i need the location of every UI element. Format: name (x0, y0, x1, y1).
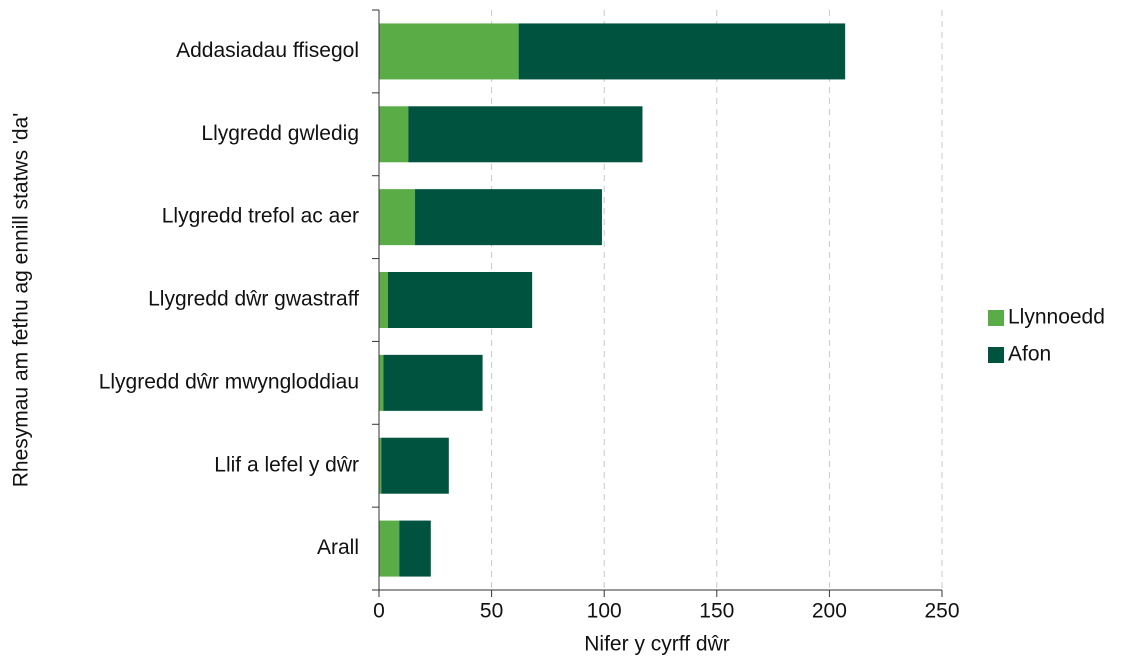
y-axis-label: Rhesymau am fethu ag ennill statws 'da' (10, 113, 33, 488)
y-tick-label: Llygredd dŵr gwastraff (148, 288, 359, 311)
y-tick-label: Llygredd dŵr mwyngloddiau (99, 370, 359, 393)
y-tick-label: Llygredd trefol ac aer (162, 205, 359, 228)
x-tick-label: 200 (812, 600, 847, 623)
legend-swatch (988, 347, 1004, 363)
bar-segment (379, 106, 409, 163)
bar-segment (379, 437, 382, 494)
legend-label: Llynnoedd (1008, 306, 1105, 329)
bar-segment (379, 520, 400, 577)
y-tick-label: Llygredd gwledig (201, 122, 359, 145)
y-tick-label: Addasiadau ffisegol (176, 39, 359, 62)
bar-segment (518, 23, 846, 80)
bar-segment (379, 23, 519, 80)
legend-swatch (988, 310, 1004, 326)
bar-segment (379, 272, 389, 328)
y-tick-label: Llif a lefel y dŵr (214, 453, 359, 476)
y-tick-label: Arall (317, 536, 359, 559)
bar-segment (379, 189, 416, 246)
bar-segment (408, 106, 643, 163)
legend-label: Afon (1008, 343, 1051, 366)
x-tick-label: 250 (924, 600, 959, 623)
bar-segment (399, 520, 431, 577)
x-tick-label: 100 (587, 600, 622, 623)
bar-segment (388, 272, 533, 328)
x-tick-label: 150 (699, 600, 734, 623)
bar-segment (383, 354, 483, 411)
bar-segment (379, 354, 384, 411)
x-tick-label: 0 (373, 600, 385, 623)
x-axis-label: Nifer y cyrff dŵr (584, 633, 729, 656)
bar-segment (381, 437, 449, 494)
bar-segment (415, 189, 602, 246)
x-tick-label: 50 (480, 600, 503, 623)
